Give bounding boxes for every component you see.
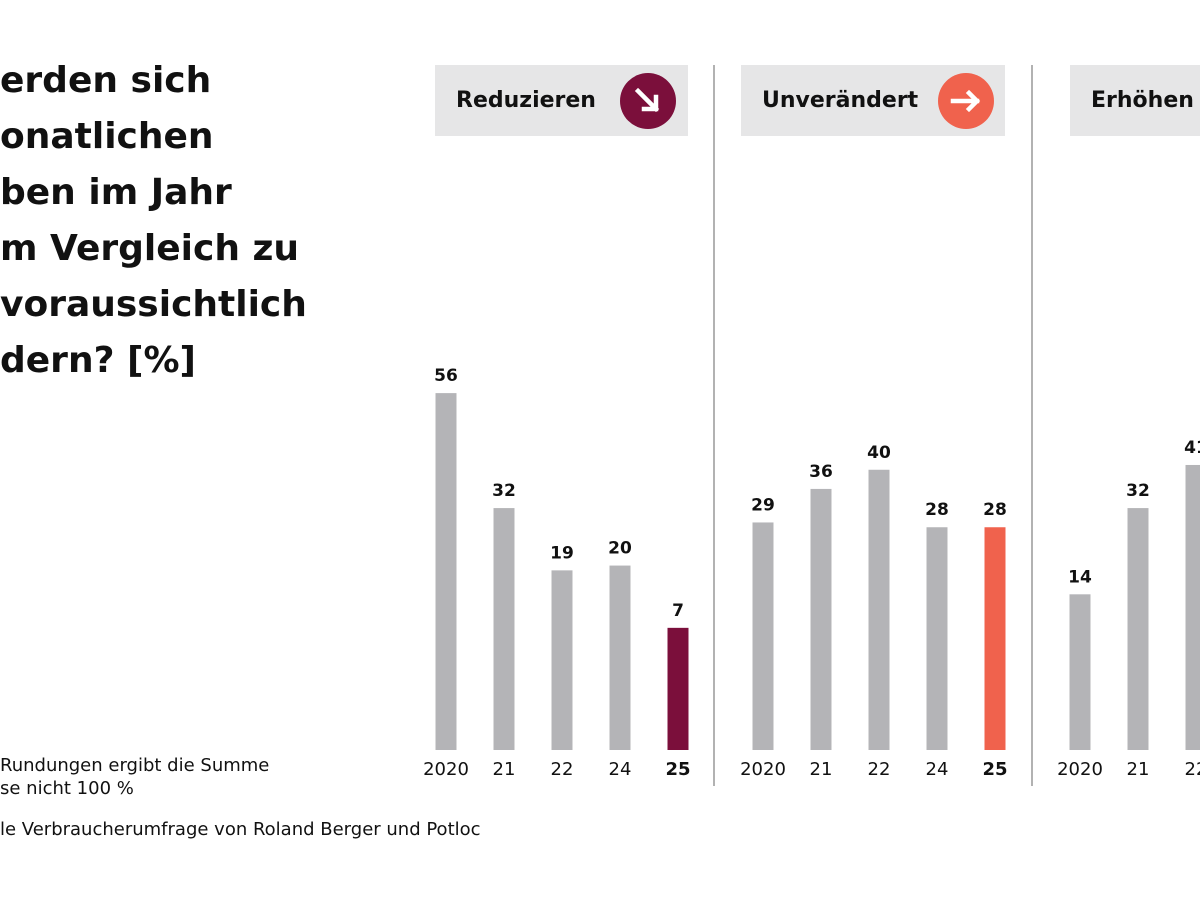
x-tick-label: 2020 bbox=[423, 759, 469, 780]
panel-title: Erhöhen bbox=[1091, 88, 1194, 113]
value-label: 7 bbox=[672, 601, 684, 621]
bar bbox=[435, 393, 457, 750]
footnote: Rundungen ergibt die Summe bbox=[0, 755, 269, 776]
panel-title: Unverändert bbox=[762, 88, 919, 113]
bar bbox=[1127, 508, 1149, 750]
value-label: 36 bbox=[809, 462, 833, 482]
x-tick-label: 24 bbox=[609, 759, 632, 780]
value-label: 56 bbox=[434, 366, 458, 386]
x-tick-label: 22 bbox=[551, 759, 574, 780]
bar bbox=[810, 488, 832, 750]
bar bbox=[1069, 594, 1091, 750]
panel-header bbox=[1070, 65, 1200, 136]
footnote: le Verbraucherumfrage von Roland Berger … bbox=[0, 819, 481, 840]
title-line: m Vergleich zu bbox=[0, 228, 299, 269]
x-tick-label: 21 bbox=[810, 759, 833, 780]
bar bbox=[667, 627, 689, 750]
value-label: 19 bbox=[550, 543, 574, 563]
bar bbox=[752, 522, 774, 750]
x-tick-label: 21 bbox=[493, 759, 516, 780]
x-tick-label: 21 bbox=[1127, 759, 1150, 780]
value-label: 29 bbox=[751, 495, 775, 515]
icons bbox=[620, 73, 994, 129]
x-tick-label: 2020 bbox=[740, 759, 786, 780]
x-tick-label: 24 bbox=[926, 759, 949, 780]
bar bbox=[493, 508, 515, 750]
value-label: 32 bbox=[492, 481, 516, 501]
value-label: 32 bbox=[1126, 481, 1150, 501]
bar bbox=[1185, 464, 1200, 750]
title-line: voraussichtlich bbox=[0, 284, 307, 325]
bar bbox=[984, 527, 1006, 750]
bar bbox=[609, 565, 631, 750]
x-tick-label: 25 bbox=[982, 759, 1007, 780]
value-label: 28 bbox=[925, 500, 949, 520]
footnote: se nicht 100 % bbox=[0, 778, 134, 799]
value-label: 40 bbox=[867, 443, 891, 463]
bar bbox=[868, 469, 890, 750]
bar bbox=[926, 527, 948, 750]
value-label: 28 bbox=[983, 500, 1007, 520]
value-label: 20 bbox=[608, 539, 632, 559]
title-line: ben im Jahr bbox=[0, 172, 232, 213]
header-arrow bbox=[950, 89, 981, 113]
title-line: erden sich bbox=[0, 60, 211, 101]
x-tick-label: 22 bbox=[1185, 759, 1200, 780]
panel-title: Reduzieren bbox=[456, 88, 596, 113]
value-label: 41 bbox=[1184, 438, 1200, 458]
x-tick-label: 2020 bbox=[1057, 759, 1103, 780]
value-label: 14 bbox=[1068, 567, 1092, 587]
title-line: dern? [%] bbox=[0, 340, 196, 381]
x-tick-label: 25 bbox=[665, 759, 690, 780]
title-line: onatlichen bbox=[0, 116, 214, 157]
bar bbox=[551, 570, 573, 750]
x-tick-label: 22 bbox=[868, 759, 891, 780]
header-arrow bbox=[634, 87, 660, 113]
